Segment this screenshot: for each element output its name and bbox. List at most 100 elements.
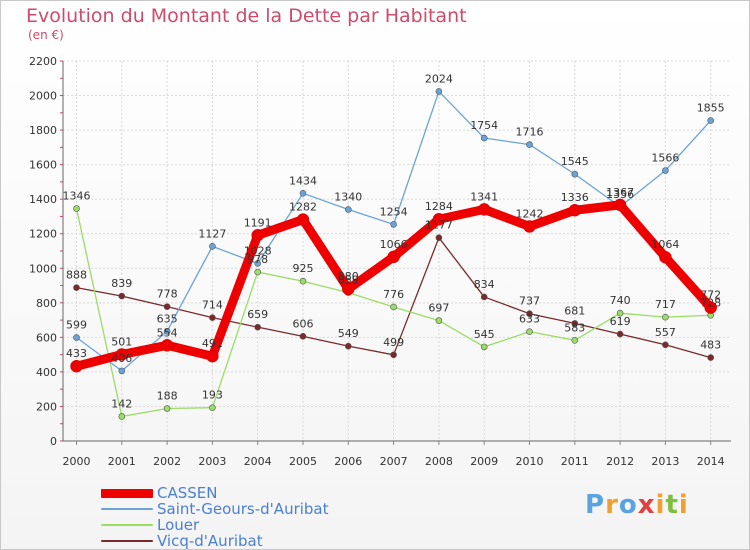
data-label: 1754 (470, 119, 498, 132)
data-point (662, 313, 669, 321)
data-label: 583 (564, 321, 585, 334)
data-label: 1066 (380, 238, 408, 251)
data-point (480, 293, 488, 301)
x-tick-label: 2003 (198, 455, 226, 468)
data-point (616, 309, 624, 317)
data-label: 406 (111, 352, 132, 365)
data-label: 772 (700, 289, 721, 302)
data-label: 554 (157, 326, 178, 339)
x-tick-label: 2004 (244, 455, 272, 468)
data-point (115, 348, 129, 361)
data-label: 1242 (516, 207, 544, 220)
y-tick-label: 400 (36, 366, 57, 379)
x-tick-label: 2014 (697, 455, 725, 468)
data-point (523, 220, 536, 233)
logo-letter: i (678, 490, 689, 520)
data-label: 557 (655, 326, 676, 339)
data-point (390, 303, 397, 311)
y-tick-label: 2000 (29, 90, 57, 103)
data-label: 1064 (651, 238, 679, 251)
y-tick-label: 2200 (29, 55, 57, 68)
y-tick-label: 1200 (29, 228, 57, 241)
data-label: 1254 (380, 205, 408, 218)
data-point (435, 317, 443, 324)
x-tick-label: 2000 (63, 455, 91, 468)
data-label: 1346 (63, 190, 91, 203)
legend-item: Saint-Geours-d'Auribat (101, 500, 329, 518)
line-chart: 0 200 400 600 800 1000 1200 1400 1600 1800 2000 220… (29, 55, 731, 468)
data-label: 483 (700, 339, 721, 352)
x-tick-label: 2002 (153, 455, 181, 468)
data-point (73, 334, 80, 341)
data-label: 714 (202, 299, 223, 312)
data-label: 1356 (606, 188, 634, 201)
data-point (571, 320, 579, 327)
data-label: 545 (474, 328, 495, 341)
data-point (707, 354, 715, 361)
data-point (296, 213, 310, 226)
data-label: 978 (247, 253, 268, 266)
data-point (209, 404, 216, 411)
data-label: 834 (474, 278, 495, 291)
logo-letter: x (637, 490, 656, 520)
x-tick-label: 2011 (561, 455, 589, 468)
data-label: 1284 (425, 200, 453, 213)
data-point (209, 314, 216, 321)
data-point (209, 243, 216, 250)
data-point (387, 250, 400, 264)
x-tick-label: 2012 (606, 455, 634, 468)
data-point (118, 292, 126, 300)
data-point (480, 343, 488, 351)
data-label: 606 (293, 317, 314, 330)
data-label: 1341 (470, 190, 498, 203)
data-label: 1177 (425, 219, 453, 232)
y-tick-label: 800 (36, 297, 57, 310)
data-label: 619 (610, 315, 631, 328)
legend-swatch (101, 488, 153, 498)
data-point (480, 134, 488, 142)
data-label: 499 (383, 336, 404, 349)
data-label: 1336 (561, 191, 589, 204)
data-label: 839 (111, 277, 132, 290)
data-label: 740 (610, 294, 631, 307)
data-point (659, 250, 672, 264)
y-tick-label: 1000 (29, 262, 57, 275)
logo-letter: i (655, 490, 666, 520)
proxiti-logo: Proxiti (585, 490, 689, 520)
data-point (662, 167, 669, 174)
data-label: 633 (519, 313, 540, 326)
legend-label: CASSEN (157, 484, 218, 502)
data-point (526, 310, 533, 318)
data-point (344, 206, 352, 213)
data-label: 1282 (289, 201, 317, 214)
data-point (526, 141, 533, 148)
data-point (432, 212, 446, 226)
legend-label: Saint-Geours-d'Auribat (157, 500, 329, 518)
x-tick-label: 2007 (380, 455, 408, 468)
data-label: 142 (111, 397, 132, 410)
y-tick-label: 1400 (29, 193, 57, 206)
data-label: 1855 (697, 102, 725, 115)
data-point (163, 405, 171, 412)
data-point (571, 170, 579, 178)
data-label: 1127 (198, 227, 226, 240)
data-label: 501 (111, 335, 132, 348)
logo-letter: r (605, 490, 619, 520)
data-label: 549 (338, 327, 359, 340)
data-point (299, 277, 307, 285)
data-label: 1028 (244, 244, 272, 257)
chart-title: Evolution du Montant de la Dette par Hab… (26, 5, 467, 27)
y-tick-label: 1600 (29, 159, 57, 172)
legend-swatch (101, 508, 153, 510)
data-point (73, 284, 80, 291)
data-point (118, 413, 126, 420)
data-label: 1340 (334, 191, 362, 204)
data-point (206, 349, 219, 363)
data-label: 880 (338, 270, 359, 283)
data-label: 728 (700, 296, 721, 309)
data-point (254, 260, 262, 267)
legend-label: Vicq-d'Auribat (157, 532, 263, 550)
data-point (163, 303, 171, 310)
legend-item: CASSEN (101, 484, 329, 502)
y-tick-label: 600 (36, 331, 57, 344)
